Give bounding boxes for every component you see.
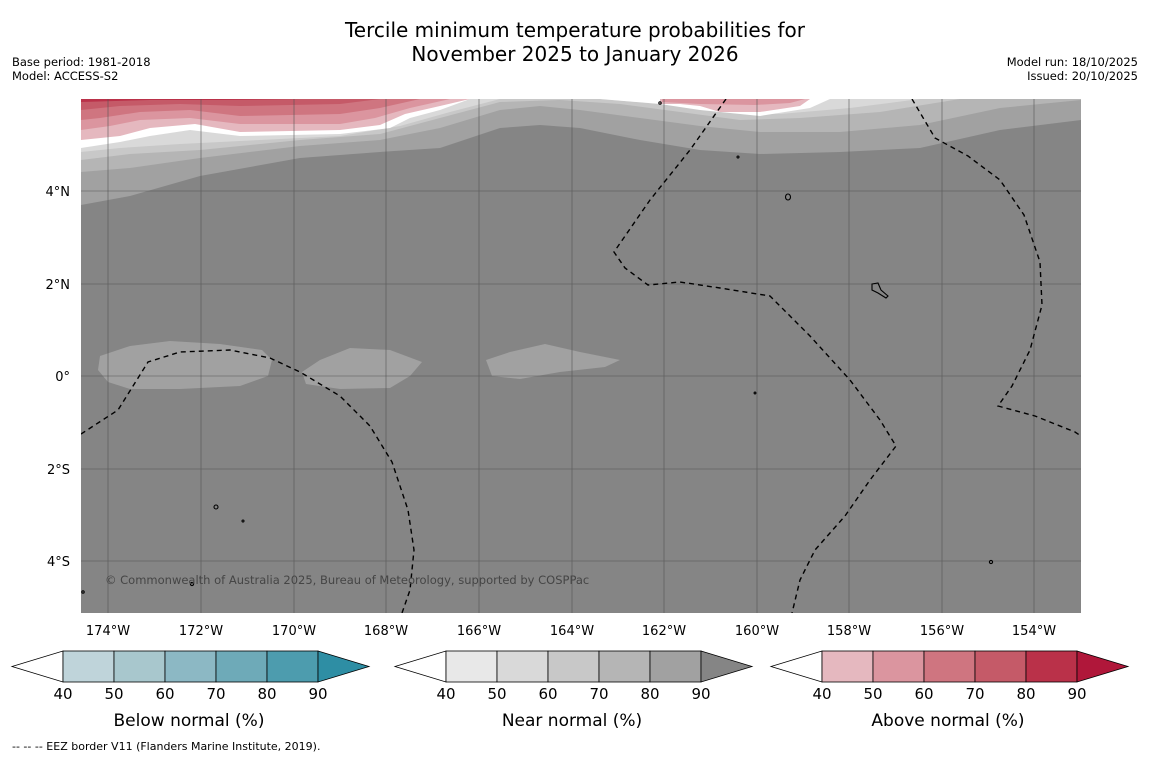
- model-run-text: Model run: 18/10/2025: [1006, 55, 1138, 69]
- island-swains-b: [241, 519, 245, 523]
- above-colorbar-tick-label: 40: [812, 685, 831, 703]
- lon-label-154w: 154°W: [1012, 624, 1056, 639]
- above-colorbar-segment: [821, 650, 874, 683]
- below-colorbar-segment: [164, 650, 217, 683]
- near-colorbar-tick-label: 50: [487, 685, 506, 703]
- near-colorbar-segment: [496, 650, 549, 683]
- near-colorbar-segment: [598, 650, 651, 683]
- colorbar-near-title: Near normal (%): [502, 711, 642, 731]
- eez-borders: [81, 99, 1081, 613]
- near-colorbar-tick-label: 90: [691, 685, 710, 703]
- below-colorbar-segment: [62, 650, 115, 683]
- eez-border-central: [613, 99, 897, 613]
- below-colorbar-segment: [113, 650, 166, 683]
- graticule: [81, 99, 1081, 613]
- near-colorbar-tick-label: 80: [640, 685, 659, 703]
- meta-right: Model run: 18/10/2025 Issued: 20/10/2025: [1007, 55, 1138, 83]
- lat-label-2n: 2°N: [46, 278, 71, 293]
- lon-label-156w: 156°W: [920, 624, 964, 639]
- near-colorbar-max-extension: [700, 650, 754, 683]
- above-colorbar-tick-label: 50: [863, 685, 882, 703]
- below-colorbar-tick-label: 50: [104, 685, 123, 703]
- below-colorbar-tick-label: 90: [308, 685, 327, 703]
- below-colorbar-tick-label: 40: [53, 685, 72, 703]
- eez-border-east: [911, 99, 1081, 437]
- eez-border-tokelau-west: [81, 349, 415, 613]
- above-normal-east-patch-60: [662, 99, 805, 105]
- map-title: Tercile minimum temperature probabilitie…: [0, 18, 1150, 66]
- base-period-text: Base period: 1981-2018: [12, 55, 151, 69]
- island-swains-c: [189, 581, 195, 587]
- meta-left: Base period: 1981-2018 Model: ACCESS-S2: [12, 55, 151, 83]
- eez-footnote: -- -- -- EEZ border V11 (Flanders Marine…: [12, 740, 321, 753]
- title-line-1: Tercile minimum temperature probabilitie…: [344, 18, 806, 42]
- lon-label-172w: 172°W: [179, 624, 223, 639]
- lat-label-2s: 2°S: [47, 463, 70, 478]
- island-west-edge: [81, 590, 85, 594]
- above-colorbar-tick-label: 80: [1016, 685, 1035, 703]
- above-colorbar-max-extension: [1076, 650, 1130, 683]
- below-colorbar-tick-label: 80: [257, 685, 276, 703]
- island-equatorial: [753, 391, 757, 395]
- near-colorbar-segment: [547, 650, 600, 683]
- above-colorbar-min-extension: [769, 650, 823, 683]
- below-colorbar-segment: [215, 650, 268, 683]
- above-colorbar-tick-label: 90: [1067, 685, 1086, 703]
- island-jarvis: [784, 193, 792, 201]
- above-normal-80-band: [81, 99, 380, 110]
- equatorial-patch-west: [98, 341, 272, 389]
- colorbar-below-normal: Below normal (%) 40 50 60 70 80 90: [10, 650, 371, 731]
- below-colorbar-max-extension: [317, 650, 371, 683]
- island-flint: [988, 559, 994, 565]
- lon-label-162w: 162°W: [642, 624, 686, 639]
- near-colorbar-min-extension: [393, 650, 447, 683]
- issued-text: Issued: 20/10/2025: [1027, 69, 1138, 83]
- title-line-2: November 2025 to January 2026: [411, 42, 739, 66]
- lat-label-4n: 4°N: [46, 185, 71, 200]
- lon-label-158w: 158°W: [827, 624, 871, 639]
- colorbar-near-normal: Near normal (%) 40 50 60 70 80 90: [393, 650, 754, 731]
- lat-label-0: 0°: [55, 370, 70, 385]
- lon-label-164w: 164°W: [550, 624, 594, 639]
- near-colorbar-tick-label: 70: [589, 685, 608, 703]
- below-colorbar-tick-label: 70: [206, 685, 225, 703]
- lat-label-4s: 4°S: [47, 555, 70, 570]
- colorbar-above-normal: Above normal (%) 40 50 60 70 80 90: [769, 650, 1130, 731]
- islands: [81, 101, 994, 594]
- equatorial-patch-center: [486, 344, 620, 379]
- equatorial-patch-center-west: [302, 348, 422, 389]
- island-kiritimati: [871, 282, 889, 299]
- island-swains-a: [213, 504, 219, 510]
- latitude-labels: 4°N 2°N 0° 2°S 4°S: [46, 185, 71, 570]
- below-colorbar-segment: [266, 650, 319, 683]
- below-colorbar-min-extension: [10, 650, 64, 683]
- above-normal-90-band: [81, 99, 300, 102]
- lon-label-168w: 168°W: [364, 624, 408, 639]
- lon-label-160w: 160°W: [735, 624, 779, 639]
- above-colorbar-segment: [1025, 650, 1078, 683]
- near-colorbar-segment: [445, 650, 498, 683]
- below-colorbar-tick-label: 60: [155, 685, 174, 703]
- above-colorbar-segment: [923, 650, 976, 683]
- colorbar-above-title: Above normal (%): [871, 711, 1024, 731]
- copyright-text: © Commonwealth of Australia 2025, Bureau…: [105, 573, 589, 587]
- lon-label-170w: 170°W: [272, 624, 316, 639]
- island-north-b: [736, 155, 740, 159]
- above-colorbar-segment: [872, 650, 925, 683]
- lon-label-166w: 166°W: [457, 624, 501, 639]
- above-colorbar-tick-label: 60: [914, 685, 933, 703]
- longitude-labels: 174°W 172°W 170°W 168°W 166°W 164°W 162°…: [86, 624, 1056, 639]
- island-north: [658, 101, 662, 105]
- near-colorbar-tick-label: 60: [538, 685, 557, 703]
- lon-label-174w: 174°W: [86, 624, 130, 639]
- model-text: Model: ACCESS-S2: [12, 69, 119, 83]
- colorbar-below-title: Below normal (%): [114, 711, 265, 731]
- near-colorbar-segment: [649, 650, 702, 683]
- above-colorbar-tick-label: 70: [965, 685, 984, 703]
- above-colorbar-segment: [974, 650, 1027, 683]
- map-plot-area: © Commonwealth of Australia 2025, Bureau…: [81, 99, 1081, 613]
- near-colorbar-tick-label: 40: [436, 685, 455, 703]
